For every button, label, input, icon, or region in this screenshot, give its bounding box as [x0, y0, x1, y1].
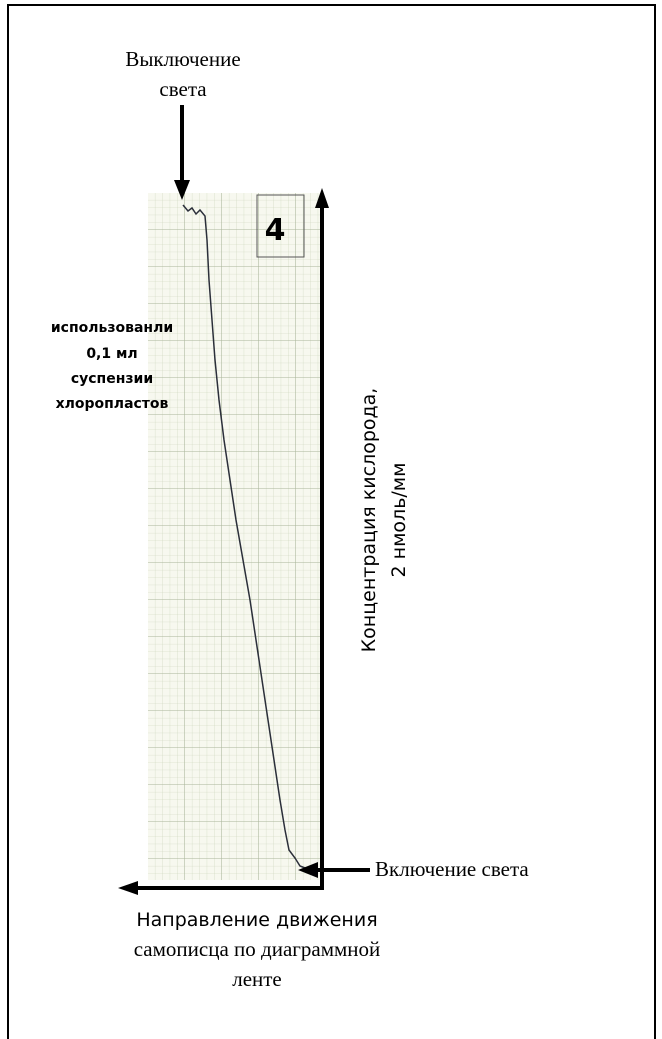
annotation-line: хлоропластов	[56, 396, 169, 412]
horizontal-arrow	[118, 881, 322, 895]
panel-number: 4	[265, 213, 286, 248]
annotation-line: суспензии	[71, 371, 153, 387]
bottom-label: ленте	[232, 967, 282, 991]
right-label: Включение света	[375, 857, 529, 881]
figure: 4 использованли 0,1 мл суспензии хлоропл…	[0, 0, 662, 1039]
bottom-label: Направление движения	[136, 909, 377, 931]
axis-label-line: 2 нмоль/мм	[388, 463, 410, 578]
axis-label: Концентрация кислорода, 2 нмоль/мм	[358, 388, 410, 653]
bottom-label: самописца по диаграммной	[134, 937, 381, 961]
annotation-line: 0,1 мл	[86, 346, 137, 362]
light-off-arrow	[174, 105, 190, 200]
top-label: света	[159, 77, 207, 101]
top-label: Выключение	[125, 47, 240, 71]
axis-label-line: Концентрация кислорода,	[358, 388, 380, 653]
frame	[8, 5, 655, 1039]
annotation-line: использованли	[51, 320, 173, 336]
chart-paper	[148, 193, 322, 880]
